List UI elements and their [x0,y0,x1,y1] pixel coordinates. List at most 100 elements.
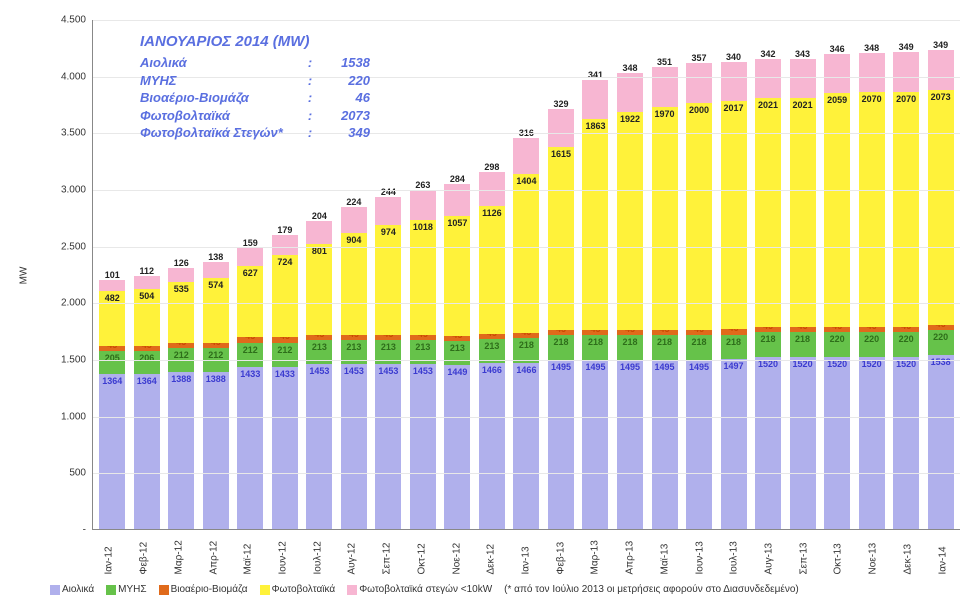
gridline [93,473,960,474]
bar-segment-label: 284 [444,174,470,184]
bar-segment: 2021 [790,98,816,327]
bar-segment: 204 [306,221,332,244]
bar-segment: 1449 [444,365,470,529]
y-tick: 2.500 [61,241,86,252]
bar-segment: 218 [686,335,712,360]
bar-group: 136420545482101 [99,280,125,529]
bar-segment: 1615 [548,147,574,330]
bar-segment: 351 [652,67,678,107]
bar-segment: 1433 [237,367,263,529]
bar-segment: 724 [272,255,298,337]
bar-segment: 504 [134,289,160,346]
bar-segment: 213 [444,341,470,365]
legend-label: ΜΥΗΣ [118,584,146,595]
bar-segment: 244 [375,197,401,225]
bar-segment: 1404 [513,174,539,333]
bar-segment-label: 1466 [479,365,505,375]
summary-value: 220 [320,72,370,90]
bar-segment: 138 [203,262,229,278]
bar-segment-label: 220 [928,332,954,342]
bar-group: 1466213451126298 [479,172,505,529]
bar-segment: 1364 [99,374,125,529]
x-tick-label: Μαρ-12 [173,549,184,575]
bar-segment: 348 [617,73,643,112]
bar-segment: 2070 [859,92,885,327]
bar-segment: 46 [755,327,781,332]
bar-segment: 220 [859,332,885,357]
bar-segment-label: 349 [928,40,954,50]
bar-segment-label: 218 [686,337,712,347]
bar-segment: 45 [410,335,436,340]
gridline [93,417,960,418]
bar-segment: 179 [272,235,298,255]
bar-segment: 45 [168,343,194,348]
bar-segment: 1466 [513,363,539,529]
bar-segment-label: 204 [306,211,332,221]
legend-swatch [260,585,270,595]
bar-segment-label: 348 [617,63,643,73]
x-tick-label: Απρ-13 [625,549,636,575]
bar-segment: 1495 [548,360,574,529]
bar-group: 1495218451863341 [582,80,608,529]
summary-key: ΜΥΗΣ [140,72,300,90]
x-tick-label: Οκτ-13 [833,549,844,575]
bar-segment-label: 218 [652,337,678,347]
bar-segment: 212 [272,343,298,367]
bar-group: 1497218462017340 [721,62,747,529]
bar-segment-label: 504 [134,291,160,301]
bar-segment: 2021 [755,98,781,327]
bar-segment: 1495 [686,360,712,529]
bar-group: 1520220462059346 [824,54,850,529]
legend-note: (* από τον Ιούλιο 2013 οι μετρήσεις αφορ… [504,584,799,595]
gridline [93,190,960,191]
bar-segment-label: 2070 [893,94,919,104]
x-axis-labels: Ιαν-12Φεβ-12Μαρ-12Απρ-12Μαϊ-12Ιουν-12Ιου… [92,542,960,553]
bar-segment: 45 [375,335,401,340]
bar-segment-label: 348 [859,43,885,53]
bar-segment-label: 1495 [582,362,608,372]
bar-segment-label: 904 [341,235,367,245]
bar-segment: 218 [652,335,678,360]
summary-value: 46 [320,89,370,107]
bar-segment-label: 212 [272,345,298,355]
bar-segment: 206 [134,351,160,374]
bar-segment-label: 1922 [617,114,643,124]
bar-segment: 45 [306,335,332,340]
bar-segment: 1970 [652,107,678,330]
bar-segment-label: 1495 [617,362,643,372]
bar-segment: 1497 [721,359,747,529]
bar-segment-label: 574 [203,280,229,290]
gridline [93,303,960,304]
bar-segment-label: 1018 [410,222,436,232]
legend-label: Φωτοβολταϊκά [272,584,336,595]
bar-segment: 1495 [617,360,643,529]
bar-segment: 1453 [341,364,367,529]
x-tick-label: Δεκ-12 [486,549,497,575]
bar-segment: 45 [548,330,574,335]
bar-group: 1449213451057284 [444,184,470,529]
bar-segment: 627 [237,266,263,337]
bar-segment-label: 1466 [513,365,539,375]
y-tick: 1.000 [61,411,86,422]
bar-segment: 218 [790,332,816,357]
bar-segment-label: 1126 [479,208,505,218]
y-tick: 1.500 [61,355,86,366]
bar-segment-label: 112 [134,266,160,276]
bar-segment: 126 [168,268,194,282]
bar-segment-label: 1433 [237,369,263,379]
summary-key: Φωτοβολταϊκά [140,107,300,125]
bar-group: 136420645504112 [134,276,160,529]
bar-segment-label: 627 [237,268,263,278]
legend-item: Βιοαέριο-Βιομάζα [159,584,248,595]
summary-key: Φωτοβολταϊκά Στεγών* [140,124,300,142]
x-tick-label: Ιαν-13 [520,549,531,575]
bar-group: 1538220462073349 [928,50,954,529]
bar-segment-label: 213 [479,341,505,351]
bar-segment: 342 [755,59,781,98]
bar-segment-label: 2021 [790,100,816,110]
bar-segment: 1520 [824,357,850,529]
legend-swatch [50,585,60,595]
summary-colon: : [300,124,320,142]
bar-segment: 45 [444,336,470,341]
bar-segment: 45 [134,346,160,351]
